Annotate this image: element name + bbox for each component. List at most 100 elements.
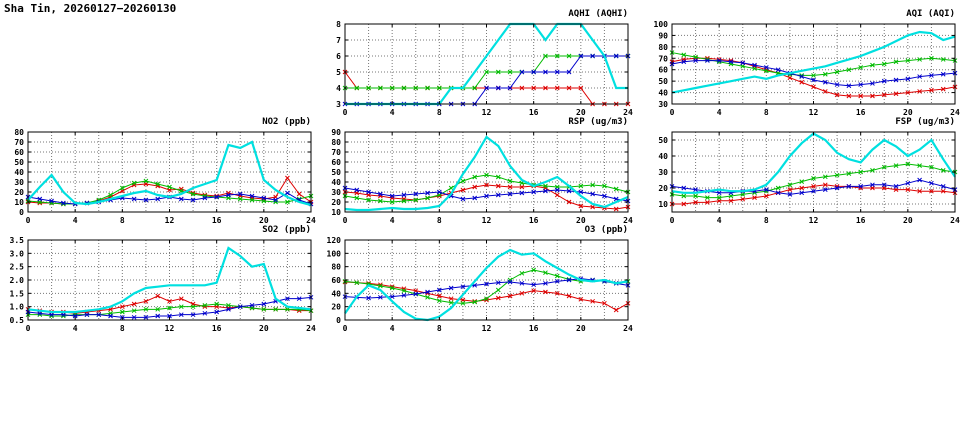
- x-tick-label: 4: [73, 216, 78, 225]
- chart-canvas-aqhi: 0 4 8 12 16 20 24 3 4 5 6 7 8: [336, 20, 633, 117]
- x-tick-label: 8: [120, 324, 125, 333]
- x-tick-label: 0: [26, 216, 31, 225]
- y-tick-label: 0.5: [10, 316, 25, 325]
- series-cyan-line: [27, 246, 312, 314]
- chart-plot-area-aqhi: 0 4 8 12 16 20 24 3 4 5 6 7 8: [319, 20, 633, 122]
- series-cyan-line: [27, 140, 312, 207]
- series-red: [669, 55, 958, 99]
- y-tick-label: 70: [14, 138, 24, 147]
- chart-aqi: AQI (AQI) 0 4 8 12 16 20 24 30 40 50 60 70 80 90 100: [646, 8, 960, 122]
- y-tick-label: 3.5: [10, 236, 25, 245]
- x-tick-label: 4: [390, 324, 395, 333]
- x-tick-label: 16: [856, 216, 866, 225]
- x-tick-label: 24: [950, 216, 960, 225]
- page-title: Sha Tin, 20260127−20260130: [4, 2, 177, 15]
- y-tick-label: 1.0: [10, 303, 25, 312]
- y-tick-label: 3: [336, 100, 341, 109]
- y-tick-label: 80: [331, 138, 341, 147]
- chart-plot-area-rsp: 0 4 8 12 16 20 24 10 20 30 40 50 60 70 80 90: [319, 128, 633, 230]
- x-tick-label: 4: [73, 324, 78, 333]
- gridlines: [672, 24, 955, 104]
- x-tick-label: 12: [809, 108, 819, 117]
- x-tick-label: 24: [623, 324, 633, 333]
- y-tick-label: 6: [336, 52, 341, 61]
- x-tick-label: 16: [529, 108, 539, 117]
- chart-so2: SO2 (ppb) 0 4 8 12 16 20 24 0.5 1.0 1.5 2.0 2.5 3.0 3…: [2, 224, 316, 338]
- x-tick-label: 4: [717, 108, 722, 117]
- x-tick-label: 24: [306, 216, 316, 225]
- series-cyan-line: [344, 248, 629, 322]
- y-tick-label: 20: [331, 303, 341, 312]
- x-tick-label: 20: [903, 216, 913, 225]
- chart-title-o3: O3 (ppb): [584, 225, 628, 235]
- series-red: [669, 182, 958, 207]
- axis-labels: 0 4 8 12 16 20 24 3 4 5 6 7 8: [336, 20, 633, 117]
- x-tick-label: 4: [717, 216, 722, 225]
- x-tick-label: 0: [670, 108, 675, 117]
- x-tick-label: 0: [343, 108, 348, 117]
- series-red: [342, 182, 631, 212]
- series-cyan: [27, 246, 312, 314]
- chart-rsp: RSP (ug/m3) 0 4 8 12 16 20 24 10 20 30 40 50 60 70 80 9…: [319, 116, 633, 230]
- y-tick-label: 7: [336, 36, 341, 45]
- axes: [27, 131, 312, 213]
- x-tick-label: 8: [764, 216, 769, 225]
- x-tick-label: 0: [343, 324, 348, 333]
- y-tick-label: 40: [658, 152, 668, 161]
- y-tick-label: 20: [14, 188, 24, 197]
- axes: [27, 239, 312, 321]
- y-tick-label: 2.0: [10, 276, 25, 285]
- x-tick-label: 8: [120, 216, 125, 225]
- y-tick-label: 30: [14, 178, 24, 187]
- y-tick-label: 60: [331, 276, 341, 285]
- y-tick-label: 50: [14, 158, 24, 167]
- chart-plot-area-fsp: 0 4 8 12 16 20 24 10 20 30 40 50: [646, 128, 960, 230]
- chart-title-aqi: AQI (AQI): [906, 9, 955, 19]
- chart-no2: NO2 (ppb) 0 4 8 12 16 20 24 0 10 20 30 40 50 60 70 80: [2, 116, 316, 230]
- series-blue: [342, 185, 631, 204]
- chart-plot-area-aqi: 0 4 8 12 16 20 24 30 40 50 60 70 80 90 100: [646, 20, 960, 122]
- y-tick-label: 0: [336, 316, 341, 325]
- series-red-line: [27, 295, 311, 314]
- x-tick-label: 20: [259, 216, 269, 225]
- x-tick-label: 0: [343, 216, 348, 225]
- y-tick-label: 0: [19, 208, 24, 217]
- y-tick-label: 70: [658, 54, 668, 63]
- x-tick-label: 24: [950, 108, 960, 117]
- y-tick-label: 10: [331, 208, 341, 217]
- x-tick-label: 16: [856, 108, 866, 117]
- y-tick-label: 80: [331, 263, 341, 272]
- x-tick-label: 0: [670, 216, 675, 225]
- y-tick-label: 90: [331, 128, 341, 137]
- y-tick-label: 3.0: [10, 249, 25, 258]
- y-tick-label: 80: [14, 128, 24, 137]
- series-green: [669, 161, 958, 200]
- y-tick-label: 70: [331, 148, 341, 157]
- chart-canvas-fsp: 0 4 8 12 16 20 24 10 20 30 40 50: [658, 131, 960, 225]
- y-tick-label: 40: [14, 168, 24, 177]
- x-tick-label: 20: [903, 108, 913, 117]
- gridlines: [345, 24, 628, 104]
- axes: [671, 131, 956, 213]
- series-cyan: [344, 135, 629, 212]
- axes: [344, 239, 629, 321]
- x-tick-label: 8: [437, 108, 442, 117]
- x-tick-label: 24: [623, 108, 633, 117]
- series-cyan-line: [344, 135, 629, 212]
- y-tick-label: 40: [331, 178, 341, 187]
- chart-canvas-so2: 0 4 8 12 16 20 24 0.5 1.0 1.5 2.0 2.5 3.0 3.5: [10, 236, 316, 333]
- x-tick-label: 20: [259, 324, 269, 333]
- y-tick-label: 8: [336, 20, 341, 29]
- x-tick-label: 12: [165, 324, 175, 333]
- y-tick-label: 100: [654, 20, 669, 29]
- y-tick-label: 60: [658, 66, 668, 75]
- chart-title-fsp: FSP (ug/m3): [895, 117, 955, 127]
- x-tick-label: 4: [390, 108, 395, 117]
- x-tick-label: 8: [437, 216, 442, 225]
- axis-labels: 0 4 8 12 16 20 24 10 20 30 40 50: [658, 136, 960, 225]
- axes: [671, 23, 956, 105]
- x-tick-label: 12: [482, 324, 492, 333]
